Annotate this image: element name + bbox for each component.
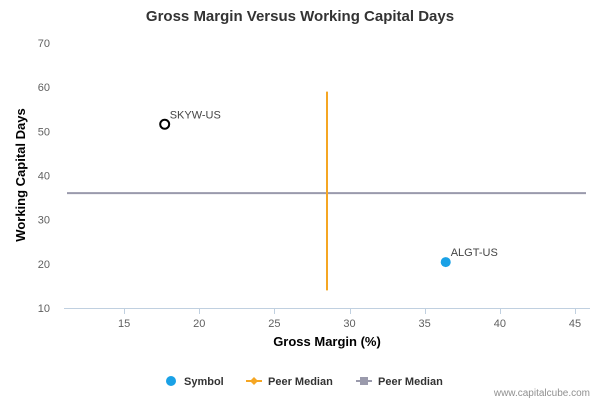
legend: Symbol Peer Median Peer Median [166, 376, 443, 388]
x-tick-label: 25 [268, 318, 280, 330]
legend-symbol-label: Symbol [184, 376, 224, 388]
x-tick-label: 15 [118, 318, 130, 330]
y-tick-label: 60 [38, 82, 50, 94]
chart-title: Gross Margin Versus Working Capital Days [146, 8, 454, 25]
y-tick-label: 30 [38, 215, 50, 227]
legend-peer-median-horizontal-marker [360, 377, 368, 385]
x-axis-ticks: 15 20 25 30 35 40 45 [118, 308, 581, 330]
legend-symbol-marker [166, 376, 176, 386]
data-label-skyw-us: SKYW-US [170, 109, 221, 121]
y-tick-label: 40 [38, 171, 50, 183]
x-axis-title: Gross Margin (%) [273, 334, 381, 349]
x-tick-label: 35 [419, 318, 431, 330]
data-point-algt-us [440, 257, 451, 268]
y-tick-label: 50 [38, 126, 50, 138]
plot-marks: SKYW-US ALGT-US [67, 91, 586, 291]
y-tick-label: 20 [38, 259, 50, 271]
y-tick-label: 10 [38, 303, 50, 315]
x-tick-label: 45 [569, 318, 581, 330]
data-point-skyw-us [159, 118, 171, 130]
legend-peer-median-vertical-label: Peer Median [268, 376, 333, 388]
legend-peer-median-horizontal-label: Peer Median [378, 376, 443, 388]
y-axis-ticks: 10 20 30 40 50 60 70 [38, 38, 50, 315]
legend-peer-median-vertical-marker [250, 377, 258, 385]
x-tick-label: 30 [343, 318, 355, 330]
y-axis-title: Working Capital Days [13, 108, 28, 241]
data-label-algt-us: ALGT-US [451, 247, 498, 259]
y-tick-label: 70 [38, 38, 50, 50]
x-tick-label: 20 [193, 318, 205, 330]
credit-text: www.capitalcube.com [493, 388, 590, 399]
x-tick-label: 40 [494, 318, 506, 330]
